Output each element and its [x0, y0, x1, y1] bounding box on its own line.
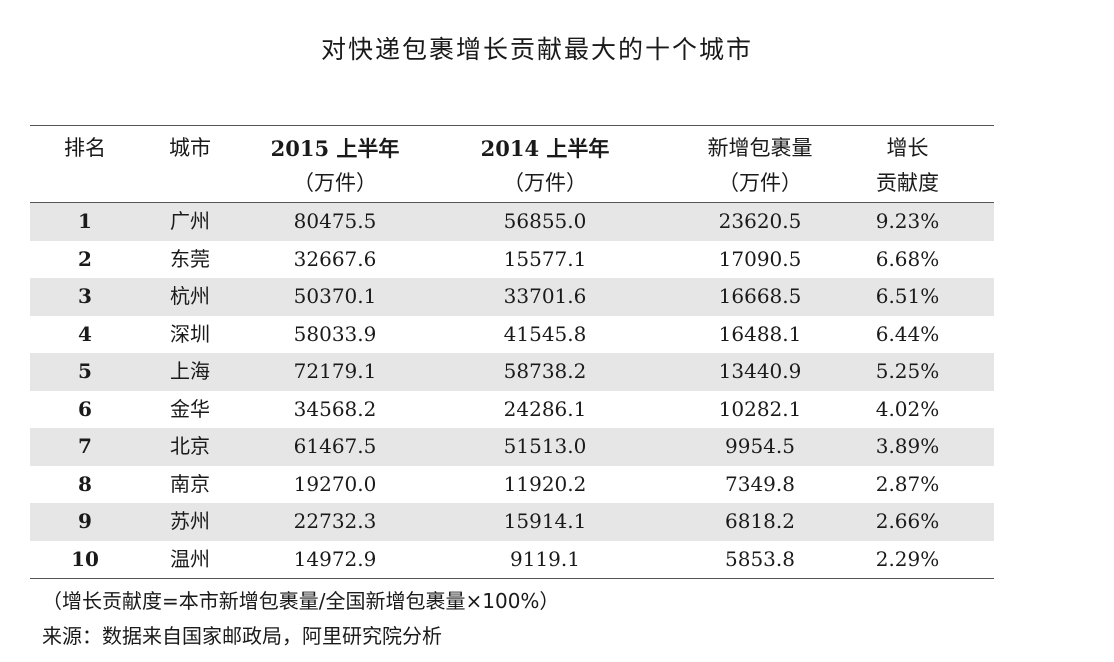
data-table: 排名 城市 2015 上半年 （万件） 2014 上半年 （万件） 新增包裹量 … [30, 125, 994, 579]
table-row: 6 金华 34568.2 24286.1 10282.1 4.02% [30, 391, 994, 429]
h1-2015-cell: 80475.5 [293, 209, 377, 233]
h1-2015-cell: 61467.5 [293, 434, 377, 458]
h1-2014-cell: 24286.1 [503, 396, 587, 421]
new-parcels-cell: 13440.9 [718, 359, 802, 383]
table-row: 1 广州 80475.5 56855.0 23620.5 9.23% [30, 203, 994, 241]
header-new-parcels-unit: （万件） [718, 171, 802, 195]
table-row: 2 东莞 32667.6 15577.1 17090.5 6.68% [30, 241, 994, 279]
source-note: 来源：数据来自国家邮政局，阿里研究院分析 [42, 624, 442, 648]
new-parcels-cell: 6818.2 [725, 509, 795, 533]
h1-2014-cell: 41545.8 [503, 321, 587, 346]
header-2014: 2014 上半年 （万件） [465, 131, 625, 201]
contribution-cell: 2.66% [875, 509, 940, 533]
contribution-cell: 9.23% [875, 209, 940, 233]
rank-cell: 5 [78, 359, 92, 383]
new-parcels-cell: 16668.5 [718, 284, 802, 308]
rank-cell: 2 [78, 246, 92, 271]
header-2014-label: 2014 上半年 [480, 136, 610, 161]
rank-cell: 6 [78, 396, 92, 421]
page-title: 对快递包裹增长贡献最大的十个城市 [320, 35, 753, 64]
h1-2014-cell: 51513.0 [503, 434, 587, 458]
contribution-cell: 6.44% [875, 321, 940, 346]
header-2015-label: 2015 上半年 [270, 136, 400, 161]
h1-2014-cell: 56855.0 [503, 209, 587, 233]
header-new-parcels: 新增包裹量 （万件） [680, 131, 840, 201]
city-cell: 杭州 [170, 284, 210, 308]
rank-cell: 10 [71, 546, 99, 571]
footnote: （增长贡献度=本市新增包裹量/全国新增包裹量×100%） [42, 589, 560, 613]
new-parcels-cell: 17090.5 [718, 246, 802, 271]
h1-2015-cell: 19270.0 [293, 471, 377, 496]
city-cell: 北京 [170, 434, 210, 458]
h1-2014-cell: 15914.1 [503, 509, 587, 533]
header-city: 城市 [160, 131, 220, 166]
h1-2015-cell: 14972.9 [293, 546, 377, 571]
h1-2014-cell: 9119.1 [510, 546, 580, 571]
header-rank-label: 排名 [64, 136, 106, 160]
table-row: 8 南京 19270.0 11920.2 7349.8 2.87% [30, 466, 994, 504]
table-header: 排名 城市 2015 上半年 （万件） 2014 上半年 （万件） 新增包裹量 … [30, 126, 994, 203]
new-parcels-cell: 23620.5 [718, 209, 802, 233]
city-cell: 上海 [170, 359, 210, 383]
table-row: 3 杭州 50370.1 33701.6 16668.5 6.51% [30, 278, 994, 316]
rank-cell: 4 [78, 321, 92, 346]
city-cell: 温州 [170, 546, 210, 571]
contribution-cell: 2.87% [875, 471, 940, 496]
city-cell: 苏州 [170, 509, 210, 533]
city-cell: 金华 [170, 396, 210, 421]
table-row: 7 北京 61467.5 51513.0 9954.5 3.89% [30, 428, 994, 466]
new-parcels-cell: 16488.1 [718, 321, 802, 346]
table-row: 4 深圳 58033.9 41545.8 16488.1 6.44% [30, 316, 994, 354]
rank-cell: 3 [78, 284, 92, 308]
h1-2015-cell: 22732.3 [293, 509, 377, 533]
header-new-parcels-label: 新增包裹量 [707, 136, 813, 160]
h1-2014-cell: 33701.6 [503, 284, 587, 308]
h1-2014-cell: 15577.1 [503, 246, 587, 271]
rank-cell: 1 [78, 209, 92, 233]
header-2014-unit: （万件） [503, 171, 587, 195]
h1-2014-cell: 11920.2 [503, 471, 587, 496]
header-2015-unit: （万件） [293, 171, 377, 195]
h1-2015-cell: 34568.2 [293, 396, 377, 421]
rank-cell: 8 [78, 471, 92, 496]
header-2015: 2015 上半年 （万件） [260, 131, 410, 201]
header-city-label: 城市 [169, 136, 211, 160]
city-cell: 东莞 [170, 246, 210, 271]
city-cell: 广州 [170, 209, 210, 233]
new-parcels-cell: 10282.1 [718, 396, 802, 421]
contribution-cell: 4.02% [875, 396, 940, 421]
header-rank: 排名 [55, 131, 115, 166]
h1-2015-cell: 72179.1 [293, 359, 377, 383]
h1-2015-cell: 58033.9 [293, 321, 377, 346]
city-cell: 深圳 [170, 321, 210, 346]
header-contribution-label-1: 增长 [886, 136, 929, 160]
contribution-cell: 6.68% [875, 246, 940, 271]
new-parcels-cell: 5853.8 [725, 546, 795, 571]
table-body: 1 广州 80475.5 56855.0 23620.5 9.23% 2 东莞 32667.6 1… [30, 203, 994, 578]
rank-cell: 9 [78, 509, 92, 533]
header-contribution-label-2: 贡献度 [876, 171, 939, 195]
table-row: 10 温州 14972.9 9119.1 5853.8 2.29% [30, 541, 994, 579]
contribution-cell: 3.89% [875, 434, 940, 458]
table-row: 9 苏州 22732.3 15914.1 6818.2 2.66% [30, 503, 994, 541]
contribution-cell: 2.29% [875, 546, 940, 571]
h1-2014-cell: 58738.2 [503, 359, 587, 383]
contribution-cell: 5.25% [875, 359, 940, 383]
h1-2015-cell: 32667.6 [293, 246, 377, 271]
city-cell: 南京 [170, 471, 210, 496]
rank-cell: 7 [78, 434, 92, 458]
contribution-cell: 6.51% [875, 284, 940, 308]
h1-2015-cell: 50370.1 [293, 284, 377, 308]
new-parcels-cell: 9954.5 [725, 434, 795, 458]
table-row: 5 上海 72179.1 58738.2 13440.9 5.25% [30, 353, 994, 391]
new-parcels-cell: 7349.8 [725, 471, 795, 496]
header-contribution: 增长 贡献度 [865, 131, 950, 201]
